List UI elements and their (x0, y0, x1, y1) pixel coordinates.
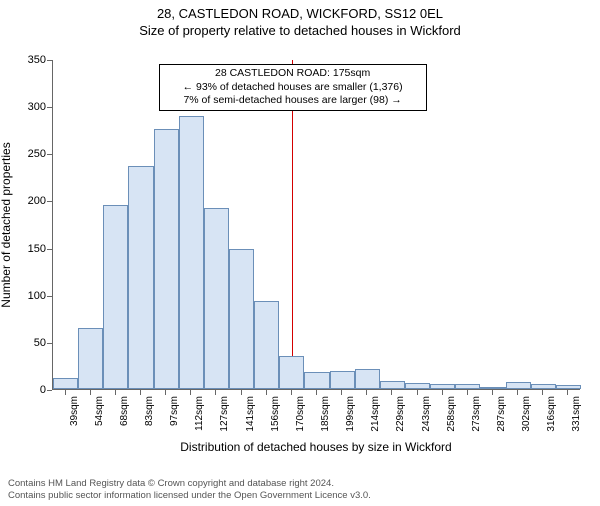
x-tick-label: 199sqm (345, 396, 356, 432)
histogram-bar (154, 129, 179, 389)
x-tick-mark (115, 390, 116, 395)
histogram-bar (330, 371, 355, 389)
annotation-box: 28 CASTLEDON ROAD: 175sqm ← 93% of detac… (159, 64, 427, 111)
histogram-bar (405, 383, 430, 389)
x-tick-label: 287sqm (496, 396, 507, 432)
y-tick-label: 200 (28, 195, 46, 207)
x-tick-mark (341, 390, 342, 395)
x-tick-label: 331sqm (571, 396, 582, 432)
x-tick-label: 185sqm (320, 396, 331, 432)
chart-container: Number of detached properties 0501001502… (0, 50, 600, 450)
histogram-bar (78, 328, 103, 389)
histogram-bar (480, 387, 505, 389)
x-tick-mark (492, 390, 493, 395)
x-tick-label: 39sqm (69, 396, 80, 426)
footer-line1: Contains HM Land Registry data © Crown c… (8, 478, 592, 490)
footer: Contains HM Land Registry data © Crown c… (8, 478, 592, 502)
histogram-bar (556, 385, 581, 389)
histogram-bar (128, 166, 153, 389)
x-tick-label: 83sqm (144, 396, 155, 426)
y-tick-label: 0 (40, 384, 46, 396)
histogram-bar (531, 384, 556, 389)
y-tick-label: 100 (28, 290, 46, 302)
x-tick-mark (140, 390, 141, 395)
histogram-bar (204, 208, 229, 389)
x-tick-label: 273sqm (471, 396, 482, 432)
y-tick-label: 250 (28, 148, 46, 160)
x-tick-mark (241, 390, 242, 395)
x-tick-mark (391, 390, 392, 395)
y-tick-label: 300 (28, 101, 46, 113)
x-tick-label: 229sqm (395, 396, 406, 432)
x-tick-label: 68sqm (119, 396, 130, 426)
x-tick-mark (417, 390, 418, 395)
x-tick-label: 214sqm (370, 396, 381, 432)
x-tick-label: 316sqm (546, 396, 557, 432)
x-tick-mark (215, 390, 216, 395)
histogram-bar (380, 381, 405, 389)
x-tick-label: 97sqm (169, 396, 180, 426)
x-tick-label: 258sqm (446, 396, 457, 432)
histogram-bar (229, 249, 254, 389)
plot-area: 28 CASTLEDON ROAD: 175sqm ← 93% of detac… (52, 60, 580, 390)
x-tick-label: 112sqm (194, 396, 205, 431)
x-axis-label: Distribution of detached houses by size … (52, 440, 580, 454)
histogram-bar (355, 369, 380, 389)
x-tick-mark (90, 390, 91, 395)
x-tick-mark (165, 390, 166, 395)
histogram-bar (254, 301, 279, 389)
x-tick-mark (266, 390, 267, 395)
histogram-bar (506, 382, 531, 389)
y-tick-label: 50 (34, 337, 46, 349)
x-tick-label: 156sqm (270, 396, 281, 432)
footer-line2: Contains public sector information licen… (8, 490, 592, 502)
x-tick-label: 170sqm (295, 396, 306, 432)
histogram-bar (455, 384, 480, 389)
x-tick-mark (291, 390, 292, 395)
y-tick-label: 150 (28, 243, 46, 255)
page-title-address: 28, CASTLEDON ROAD, WICKFORD, SS12 0EL (0, 6, 600, 21)
x-tick-mark (65, 390, 66, 395)
histogram-bar (179, 116, 204, 389)
annotation-line1: 28 CASTLEDON ROAD: 175sqm (166, 67, 420, 81)
histogram-bar (53, 378, 78, 389)
histogram-bar (304, 372, 329, 389)
x-tick-mark (542, 390, 543, 395)
x-tick-mark (467, 390, 468, 395)
histogram-bar (279, 356, 304, 389)
x-tick-mark (567, 390, 568, 395)
x-tick-mark (366, 390, 367, 395)
x-tick-label: 127sqm (219, 396, 230, 432)
y-tick-label: 350 (28, 54, 46, 66)
x-axis: 39sqm 54sqm 68sqm 83sqm 97sqm 112sqm 127sqm 141… (52, 390, 580, 440)
page-title-subtitle: Size of property relative to detached ho… (0, 23, 600, 38)
x-tick-mark (442, 390, 443, 395)
histogram-bar (103, 205, 128, 389)
annotation-line2: ← 93% of detached houses are smaller (1,… (166, 81, 420, 95)
histogram-bar (430, 384, 455, 389)
x-tick-mark (517, 390, 518, 395)
x-tick-mark (316, 390, 317, 395)
y-axis: 050100150200250300350 (0, 60, 52, 390)
x-tick-label: 302sqm (521, 396, 532, 432)
x-tick-mark (190, 390, 191, 395)
x-tick-label: 141sqm (245, 396, 256, 432)
x-tick-label: 243sqm (421, 396, 432, 432)
annotation-line3: 7% of semi-detached houses are larger (9… (166, 94, 420, 108)
x-tick-label: 54sqm (94, 396, 105, 426)
